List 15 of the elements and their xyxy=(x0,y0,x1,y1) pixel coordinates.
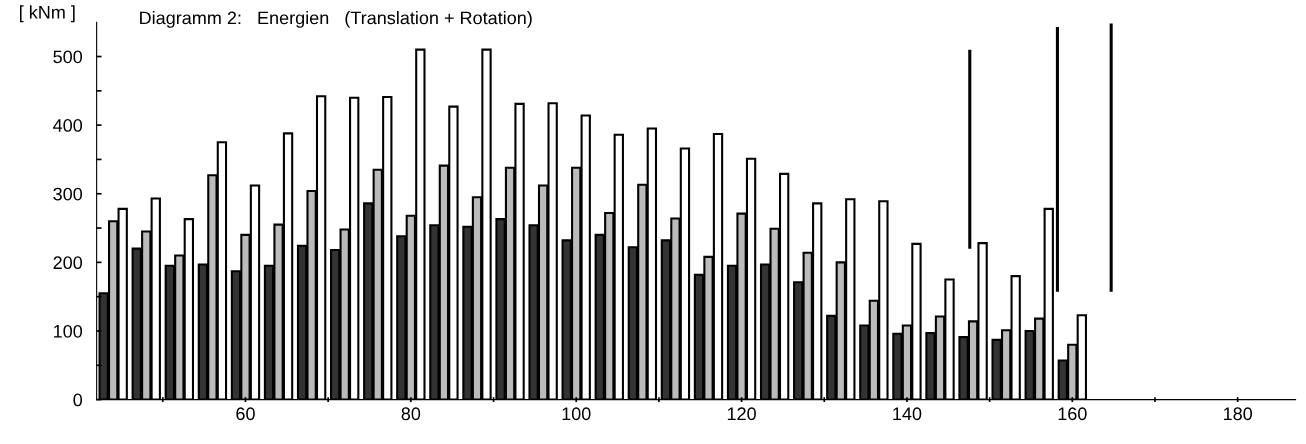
x-tick-label: 180 xyxy=(1223,407,1253,421)
y-tick-label: 0 xyxy=(73,393,83,407)
y-tick-label: 300 xyxy=(53,187,83,201)
x-tick-label: 140 xyxy=(893,407,922,421)
y-tick-label: 400 xyxy=(53,119,83,132)
x-tick-label: 160 xyxy=(1058,407,1087,421)
x-tick-label: 80 xyxy=(401,407,421,421)
x-tick-label: 100 xyxy=(562,407,591,421)
chart-title: Diagramm 2: Energien (Translation + Rotation) xyxy=(140,11,532,28)
y-tick-label: 200 xyxy=(53,256,83,270)
y-tick-label: 500 xyxy=(53,50,83,64)
y-axis-title: [ kNm ] xyxy=(20,5,75,23)
y-tick-label: 100 xyxy=(54,324,83,338)
x-tick-label: 120 xyxy=(727,407,756,421)
x-tick-label: 60 xyxy=(236,407,255,421)
